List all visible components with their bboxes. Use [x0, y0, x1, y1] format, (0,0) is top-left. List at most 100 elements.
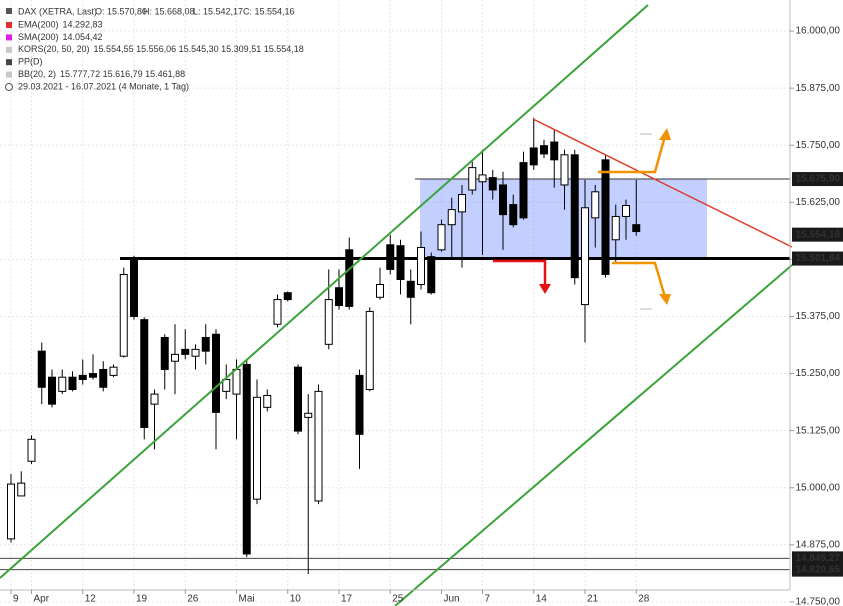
- candle-body: [242, 363, 251, 555]
- candle-body: [396, 245, 405, 280]
- x-tick-label: 12: [85, 594, 97, 605]
- candle-body: [540, 145, 548, 155]
- candle-body: [140, 319, 149, 428]
- price-tag: [792, 562, 843, 577]
- indicator-value: 15.777,72 15.616,79 15.461,88: [60, 69, 185, 79]
- candle-body: [355, 374, 364, 435]
- candle-body: [283, 292, 292, 301]
- candle-body: [601, 159, 610, 275]
- legend-swatch: [6, 71, 12, 78]
- indicator-name: EMA(200): [18, 19, 59, 29]
- candle-body: [304, 412, 313, 418]
- price-tag: [792, 227, 843, 242]
- candle-body: [37, 350, 46, 388]
- candle-body: [345, 249, 354, 307]
- indicator-name: SMA(200): [18, 32, 59, 42]
- candle-body: [447, 209, 456, 226]
- x-tick-label: 9: [13, 594, 19, 605]
- down-arrow: [493, 259, 547, 290]
- price-tag: [792, 172, 843, 187]
- y-tick-label: 15.875,00: [796, 83, 841, 94]
- candle-body: [201, 336, 210, 352]
- x-tick-label: 10: [290, 594, 302, 605]
- candle-body: [570, 154, 579, 279]
- candle-body: [232, 368, 241, 395]
- y-tick-label: 15.375,00: [796, 311, 841, 322]
- legend: DAX (XETRA, Last) O: 15.570,80 H: 15.668…: [5, 6, 304, 91]
- candle-body: [458, 194, 466, 213]
- candle-body: [273, 299, 282, 325]
- x-tick-label: Apr: [34, 594, 50, 605]
- candle-body: [622, 205, 630, 217]
- candle-body: [406, 280, 415, 298]
- indicator-value: 14.054,42: [63, 32, 103, 42]
- candle-body: [78, 374, 87, 380]
- price-tag: [792, 551, 843, 566]
- candle-body: [550, 141, 559, 161]
- candle-body: [253, 396, 261, 500]
- x-tick-label: 28: [638, 594, 650, 605]
- x-tick-label: 19: [136, 594, 148, 605]
- legend-swatch: [6, 22, 12, 28]
- legend-icon: [6, 8, 12, 14]
- candle-body: [314, 390, 323, 502]
- trend-channel-lower: [394, 264, 793, 606]
- legend-swatch: [6, 34, 12, 41]
- candle-body: [181, 348, 190, 355]
- legend-close: C: 15.554,16: [243, 6, 295, 16]
- legend-icon: [5, 83, 13, 91]
- x-tick-label: 17: [341, 594, 353, 605]
- consolidation-zone: [420, 179, 707, 259]
- candle-body: [294, 366, 302, 432]
- candle-body: [263, 394, 272, 408]
- price-tag-label: 14.845,27: [796, 553, 841, 564]
- candle-body: [222, 378, 231, 392]
- candle-body: [427, 256, 436, 294]
- indicator-name: BB(20, 2): [18, 69, 56, 79]
- resistance-line: [532, 118, 793, 248]
- legend-open: O: 15.570,80: [95, 6, 147, 16]
- x-tick-label: 25: [392, 594, 404, 605]
- indicator-name: PP(D): [18, 57, 43, 67]
- candle-body: [109, 366, 118, 376]
- zones: [0, 178, 790, 571]
- candle-body: [468, 167, 477, 191]
- legend-high: H: 15.668,08: [143, 6, 195, 16]
- y-tick-label: 15.125,00: [796, 425, 841, 436]
- candle-body: [611, 215, 620, 241]
- legend-instrument: DAX (XETRA, Last): [18, 6, 97, 16]
- arrow-head: [659, 128, 671, 140]
- candle-body: [160, 336, 169, 370]
- y-tick-label: 15.000,00: [796, 482, 841, 493]
- legend-low: L: 15.542,17: [193, 6, 243, 16]
- arrow-head: [659, 294, 671, 305]
- candle-body: [171, 353, 179, 362]
- legend-range: 29.03.2021 - 16.07.2021 (4 Monate, 1 Tag…: [18, 81, 189, 91]
- candle-body: [509, 204, 518, 226]
- candle-body: [560, 154, 569, 186]
- candle-body: [27, 438, 36, 462]
- candle-body: [58, 376, 67, 392]
- y-tick-label: 14.875,00: [796, 539, 841, 550]
- candle-body: [417, 247, 425, 286]
- candles: [7, 117, 641, 575]
- candle-body: [499, 184, 507, 216]
- indicator-value: 15.554,55 15.556,06 15.545,30 15.309,51 …: [94, 44, 304, 54]
- candle-body: [376, 284, 384, 298]
- down-arrow: [612, 261, 667, 298]
- candle-body: [99, 368, 108, 388]
- candle-body: [365, 310, 374, 391]
- candle-body: [17, 482, 26, 497]
- candle-body: [68, 376, 77, 391]
- price-tag-label: 15.501,84: [796, 253, 841, 264]
- candle-body: [89, 373, 97, 378]
- candle-body: [581, 207, 589, 306]
- x-tick-label: 21: [587, 594, 599, 605]
- price-tag-label: 15.675,90: [796, 174, 841, 185]
- candle-body: [119, 273, 128, 357]
- trend-channel-upper: [0, 4, 649, 579]
- indicator-name: KORS(20, 50, 20): [18, 44, 90, 54]
- up-arrow: [598, 135, 667, 174]
- candle-body: [191, 348, 200, 357]
